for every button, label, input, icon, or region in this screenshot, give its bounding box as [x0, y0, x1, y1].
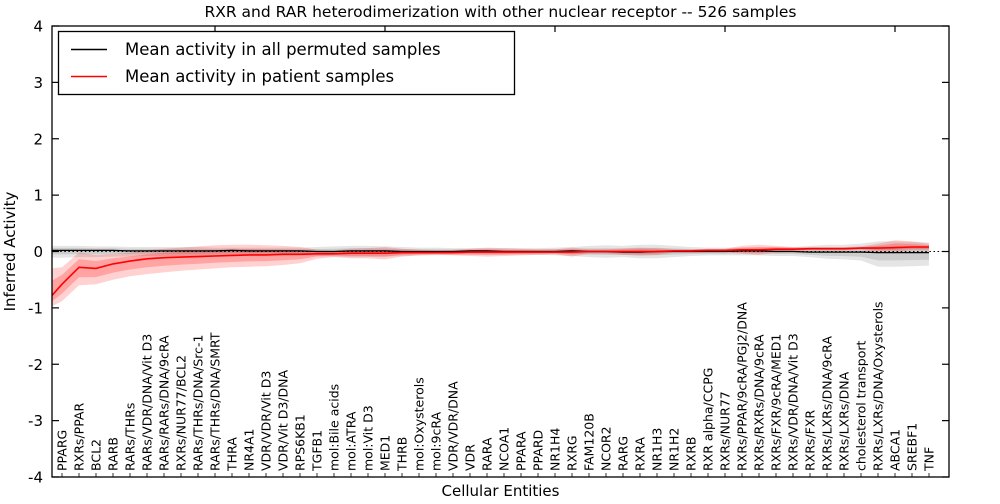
x-tick-label: RXRs/NUR77/BCL2	[174, 355, 189, 471]
x-tick-label: RXRs/RXRs/DNA/9cRA	[752, 334, 767, 471]
y-tick-label: 4	[33, 18, 43, 36]
x-tick-label: RXRG	[565, 435, 580, 471]
x-tick-label: FAM120B	[582, 413, 597, 471]
y-tick-label: -3	[28, 412, 43, 430]
x-tick-label: NCOR2	[599, 426, 614, 471]
legend-entry-label: Mean activity in patient samples	[125, 67, 394, 86]
permuted-band-outer	[52, 241, 929, 267]
x-tick-label: VDR	[463, 444, 478, 471]
x-tick-label: cholesterol transport	[854, 340, 869, 471]
x-tick-label: RXRs/VDR/DNA/Vit D3	[786, 333, 801, 471]
y-tick-label: -1	[28, 299, 43, 317]
chart-title: RXR and RAR heterodimerization with othe…	[204, 3, 796, 21]
x-tick-label: RARs/THRs/DNA/SMRT	[208, 332, 223, 471]
x-tick-label: RARB	[106, 437, 121, 471]
x-tick-label: NR1H2	[667, 428, 682, 471]
x-tick-label: PPARA	[514, 431, 529, 471]
legend: Mean activity in all permuted samples Mea…	[57, 30, 516, 96]
x-tick-label: RPS6KB1	[293, 414, 308, 471]
x-tick-label: RXRs/LXRs/DNA/Oxysterols	[871, 301, 886, 471]
y-tick-label: 1	[33, 187, 43, 205]
x-tick-label: RARA	[480, 437, 495, 471]
x-tick-label: NR4A1	[242, 429, 257, 472]
y-axis-label: Inferred Activity	[1, 191, 19, 311]
plot-area	[52, 240, 949, 307]
x-tick-label: VDR/VDR/DNA	[446, 381, 461, 471]
permuted-mean-line	[52, 249, 929, 254]
x-tick-label: RXRB	[684, 436, 699, 471]
x-tick-label: RARs/VDR/DNA/Vit D3	[140, 334, 155, 471]
patient-band-outer	[52, 240, 929, 307]
legend-box	[57, 30, 516, 96]
x-tick-label: PPARD	[531, 430, 546, 471]
x-tick-label: RXRs/FXR	[803, 410, 818, 471]
x-tick-label: RXRs/NUR77	[718, 391, 733, 471]
x-tick-label: MED1	[378, 435, 393, 471]
y-tick-label: 0	[33, 243, 43, 261]
x-tick-label: RARG	[616, 436, 631, 471]
x-tick-label: THRB	[395, 437, 410, 472]
x-tick-label: mol:Bile acids	[327, 384, 342, 471]
x-tick-label: NCOA1	[497, 427, 512, 471]
x-tick-label: TGFB1	[310, 430, 325, 472]
x-tick-label: RXRs/LXRs/DNA/9cRA	[820, 336, 835, 471]
x-tick-label: RXRs/LXRs/DNA	[837, 371, 852, 471]
x-tick-label: mol:9cRA	[429, 411, 444, 471]
patient-band-inner	[52, 243, 929, 302]
x-tick-label: RARs/THRs/DNA/Src-1	[191, 335, 206, 471]
x-tick-label: RARs/THRs	[123, 403, 138, 471]
x-axis-label: Cellular Entities	[442, 482, 560, 500]
x-tick-label: RXR alpha/CCPG	[701, 368, 716, 471]
y-tick-label: 3	[33, 74, 43, 92]
x-tick-label: TNF	[922, 447, 937, 472]
x-tick-label: SREBF1	[905, 423, 920, 471]
y-tick-label: -2	[28, 356, 43, 374]
x-tick-label: mol:Vit D3	[361, 405, 376, 471]
y-tick-label: 2	[33, 130, 43, 148]
y-axis: 4 3 2 1 0 -1 -2 -3 -4	[28, 18, 949, 487]
x-tick-label: ABCA1	[888, 429, 903, 471]
legend-entry-label: Mean activity in all permuted samples	[125, 40, 441, 59]
x-tick-label: RXRs/PPAR	[72, 403, 87, 471]
x-axis: PPARG RXRs/PPAR BCL2 RARB RARs/THRs RARs/VDR/…	[55, 26, 937, 477]
x-tick-label: mol:ATRA	[344, 411, 359, 471]
x-tick-label: VDR/VDR/Vit D3	[259, 371, 274, 471]
x-tick-label: RXRs/PPAR/9cRA/PGJ2/DNA	[735, 302, 750, 471]
x-tick-label: RXRA	[633, 437, 648, 471]
x-tick-label: PPARG	[55, 430, 70, 471]
x-tick-label: RARs/RARs/DNA/9cRA	[157, 335, 172, 471]
x-tick-label: mol:Oxysterols	[412, 377, 427, 471]
x-tick-label: NR1H3	[650, 428, 665, 471]
x-tick-label: BCL2	[89, 439, 104, 471]
patient-mean-line	[52, 246, 929, 297]
y-tick-label: -4	[28, 469, 43, 487]
x-tick-label: RXRs/FXR/9cRA/MED1	[769, 334, 784, 471]
x-tick-label: THRA	[225, 437, 240, 472]
x-tick-label: VDR/Vit D3/DNA	[276, 370, 291, 471]
x-tick-label: NR1H4	[548, 428, 563, 471]
